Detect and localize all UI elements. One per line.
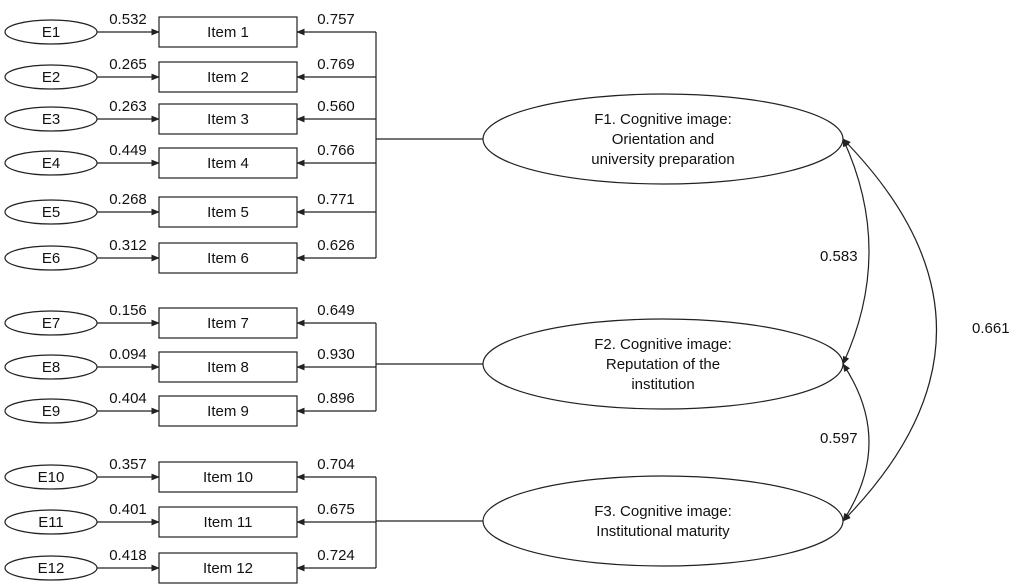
item-box (158, 307, 298, 339)
item-box (158, 461, 298, 493)
item-label: Item 8 (207, 359, 249, 376)
loading-value: 0.930 (317, 346, 355, 363)
error-value: 0.268 (109, 191, 147, 208)
correlation-f1-f3 (842, 138, 938, 522)
error-label: E12 (38, 560, 65, 577)
loading-value: 0.649 (317, 302, 355, 319)
error-label: E3 (42, 111, 60, 128)
item-label: Item 9 (207, 403, 249, 420)
factor-label: F1. Cognitive image: (594, 111, 732, 128)
error-label: E6 (42, 250, 60, 267)
error-value: 0.094 (109, 346, 147, 363)
error-label: E7 (42, 315, 60, 332)
error-value: 0.312 (109, 237, 147, 254)
item-label: Item 1 (207, 24, 249, 41)
error-label: E10 (38, 469, 65, 486)
item-label: Item 12 (203, 560, 253, 577)
item-box (158, 61, 298, 93)
loading-value: 0.724 (317, 547, 355, 564)
loading-value: 0.769 (317, 56, 355, 73)
factor-label: F2. Cognitive image: (594, 336, 732, 353)
error-label: E11 (38, 514, 64, 531)
error-value: 0.449 (109, 142, 147, 159)
loading-value: 0.626 (317, 237, 355, 254)
item-label: Item 10 (203, 469, 253, 486)
loading-value: 0.896 (317, 390, 355, 407)
item-label: Item 5 (207, 204, 249, 221)
error-value: 0.418 (109, 547, 147, 564)
error-label: E8 (42, 359, 60, 376)
error-label: E4 (42, 155, 60, 172)
factor-label: university preparation (591, 151, 734, 168)
loading-value: 0.560 (317, 98, 355, 115)
item-box (158, 395, 298, 427)
item-label: Item 4 (207, 155, 249, 172)
item-box (158, 147, 298, 179)
factor-node (482, 475, 844, 567)
item-label: Item 11 (204, 514, 253, 531)
item-box (158, 351, 298, 383)
error-label: E1 (42, 24, 60, 41)
factor-label: Orientation and (612, 131, 715, 148)
correlation-value: 0.583 (820, 248, 858, 265)
factor-label: Reputation of the (606, 356, 720, 373)
error-label: E5 (42, 204, 60, 221)
correlation-f1-f2 (842, 138, 870, 365)
correlation-f2-f3 (842, 363, 870, 522)
item-label: Item 6 (207, 250, 249, 267)
error-label: E2 (42, 69, 60, 86)
correlation-value: 0.661 (972, 320, 1010, 337)
item-box (158, 16, 298, 48)
error-label: E9 (42, 403, 60, 420)
factor-label: institution (631, 376, 694, 393)
loading-value: 0.704 (317, 456, 355, 473)
loading-value: 0.675 (317, 501, 355, 518)
error-value: 0.404 (109, 390, 147, 407)
correlation-value: 0.597 (820, 430, 858, 447)
error-value: 0.401 (109, 501, 147, 518)
item-label: Item 2 (207, 69, 249, 86)
item-label: Item 7 (207, 315, 249, 332)
error-value: 0.532 (109, 11, 147, 28)
loading-value: 0.757 (317, 11, 355, 28)
item-label: Item 3 (207, 111, 249, 128)
error-value: 0.357 (109, 456, 147, 473)
loading-value: 0.766 (317, 142, 355, 159)
error-value: 0.265 (109, 56, 147, 73)
loading-value: 0.771 (317, 191, 355, 208)
item-box (158, 552, 298, 584)
factor-label: Institutional maturity (596, 523, 730, 540)
item-box (158, 506, 298, 538)
error-value: 0.263 (109, 98, 147, 115)
factor-label: F3. Cognitive image: (594, 503, 732, 520)
error-value: 0.156 (109, 302, 147, 319)
item-box (158, 242, 298, 274)
